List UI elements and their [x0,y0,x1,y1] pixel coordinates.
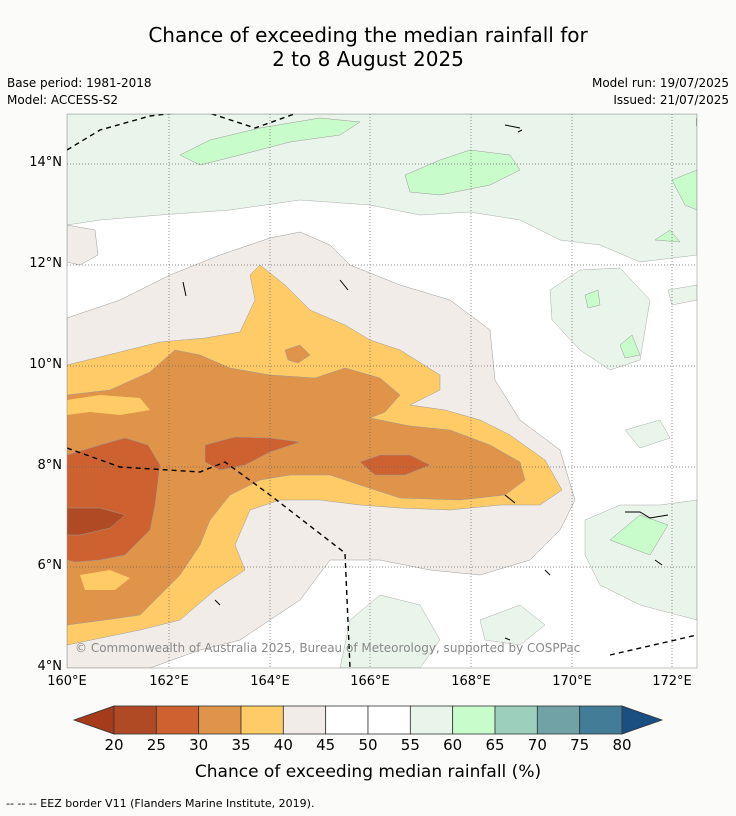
colorbar-under-arrow [72,705,115,735]
colorbar-segment [113,705,157,735]
colorbar-segment [240,705,284,735]
y-tick-label: 12°N [29,256,62,271]
colorbar-segment [536,705,581,735]
y-tick-label: 4°N [37,659,63,674]
colorbar-tick-label: 25 [146,736,166,754]
colorbar-segment [409,705,454,735]
model-name: Model: ACCESS-S2 [7,93,119,107]
region-60-65-north-east [404,149,521,196]
model-run: Model run: 19/07/2025 [591,76,729,90]
colorbar-segment [579,705,623,735]
region-60-65-northeast [671,169,697,211]
colorbar-segment [367,705,411,735]
colorbar-segment [494,705,538,735]
y-tick-label: 8°N [37,458,63,473]
x-tick-label: 164°E [250,674,290,689]
y-tick-label: 6°N [37,558,63,573]
colorbar-segment [452,705,496,735]
issued-date: Issued: 21/07/2025 [613,93,729,107]
map-title-line2: 2 to 8 August 2025 [272,47,464,71]
colorbar [72,705,664,735]
colorbar-segment [325,705,369,735]
x-tick-label: 170°E [552,674,592,689]
colorbar-label: Chance of exceeding median rainfall (%) [194,762,542,782]
colorbar-tick-label: 50 [358,736,378,754]
colorbar-segment [155,705,200,735]
colorbar-tick-label: 65 [485,736,505,754]
colorbar-segment [282,705,327,735]
colorbar-over-arrow [621,705,664,735]
x-tick-label: 162°E [149,674,189,689]
colorbar-tick-label: 35 [231,736,251,754]
colorbar-tick-label: 30 [189,736,209,754]
map-title-line1: Chance of exceeding the median rainfall … [148,23,588,47]
colorbar-tick-label: 45 [316,736,336,754]
copyright-notice: © Commonwealth of Australia 2025, Bureau… [75,641,581,655]
x-tick-label: 166°E [350,674,390,689]
x-tick-label: 160°E [47,674,87,689]
colorbar-tick-label: 60 [443,736,463,754]
colorbar-tick-label: 40 [273,736,293,754]
y-tick-label: 10°N [29,357,62,372]
base-period: Base period: 1981-2018 [7,76,152,90]
x-tick-label: 168°E [451,674,491,689]
eez-borders [67,114,697,668]
region-20-25 [67,507,126,536]
y-tick-label: 14°N [29,155,62,170]
region-55-60-southeast [584,499,697,621]
footer-eez-note: -- -- -- EEZ border V11 (Flanders Marine… [6,797,315,810]
region-30-35 [67,349,526,626]
colorbar-tick-label: 70 [527,736,547,754]
colorbar-tick-label: 20 [104,736,124,754]
colorbar-tick-label: 75 [570,736,590,754]
colorbar-segment [198,705,242,735]
x-tick-label: 172°E [652,674,692,689]
colorbar-tick-label: 55 [400,736,420,754]
colorbar-tick-label: 80 [612,736,632,754]
